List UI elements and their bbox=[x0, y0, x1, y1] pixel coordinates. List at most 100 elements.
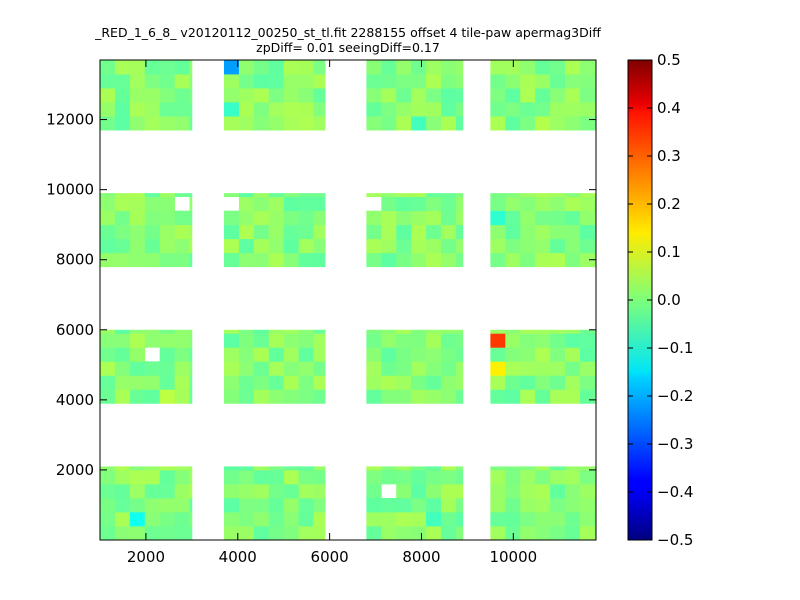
heatmap-cell bbox=[441, 116, 457, 131]
heatmap-cell bbox=[366, 389, 382, 404]
heatmap-cell bbox=[283, 361, 300, 376]
heatmap-cell bbox=[298, 196, 314, 212]
heatmap-cell bbox=[253, 469, 270, 485]
heatmap-cell bbox=[159, 102, 176, 117]
heatmap-cell bbox=[381, 361, 397, 376]
heatmap-cell bbox=[565, 252, 581, 268]
heatmap-cell bbox=[441, 210, 457, 226]
heatmap-cell bbox=[268, 102, 285, 117]
heatmap-cell bbox=[100, 196, 116, 212]
heatmap-cell bbox=[396, 347, 412, 362]
heatmap-cell bbox=[579, 116, 596, 131]
heatmap-cell bbox=[565, 497, 581, 513]
heatmap-cell bbox=[129, 329, 146, 334]
plot-frame bbox=[99, 59, 597, 541]
heatmap-cell bbox=[159, 483, 176, 499]
heatmap-cell bbox=[455, 483, 464, 499]
heatmap-cell bbox=[189, 88, 193, 103]
heatmap-cell bbox=[144, 483, 161, 499]
heatmap-cell bbox=[366, 116, 382, 131]
heatmap-cell bbox=[366, 210, 382, 226]
heatmap-cell bbox=[441, 88, 457, 103]
heatmap-cell bbox=[381, 196, 397, 212]
heatmap-cell bbox=[550, 329, 566, 334]
heatmap-cell bbox=[189, 238, 193, 254]
heatmap-cell bbox=[396, 375, 412, 390]
heatmap-cell bbox=[144, 497, 161, 513]
heatmap-cell bbox=[490, 347, 506, 362]
heatmap-cell bbox=[268, 252, 285, 268]
heatmap-cell bbox=[366, 74, 382, 89]
colorbar-tick-label: 0.2 bbox=[657, 195, 681, 213]
heatmap-cell bbox=[159, 252, 176, 268]
y-axis: 2000 4000 6000 8000 10000 12000 bbox=[46, 111, 596, 479]
heatmap-cell bbox=[381, 193, 397, 198]
heatmap-cell bbox=[505, 193, 521, 198]
heatmap-cell bbox=[520, 210, 536, 226]
heatmap-cell bbox=[298, 375, 314, 390]
heatmap-cell bbox=[579, 74, 596, 89]
heatmap-cell bbox=[579, 333, 596, 348]
heatmap-cell bbox=[520, 525, 536, 541]
colorbar-tick-label: 0.1 bbox=[657, 243, 681, 261]
heatmap-cell bbox=[455, 210, 464, 226]
heatmap-cell bbox=[283, 375, 300, 390]
heatmap-cell bbox=[535, 196, 551, 212]
heatmap-cell bbox=[144, 238, 161, 254]
heatmap-cell bbox=[455, 116, 464, 131]
heatmap-cell bbox=[313, 116, 326, 131]
heatmap-cell bbox=[283, 497, 300, 513]
heatmap-cell bbox=[224, 525, 240, 541]
heatmap-cell bbox=[144, 196, 161, 212]
heatmap-cell bbox=[129, 466, 146, 471]
heatmap-cell bbox=[100, 116, 116, 131]
heatmap-cell bbox=[283, 116, 300, 131]
heatmap-cell bbox=[366, 497, 382, 513]
heatmap-cell bbox=[144, 333, 161, 348]
heatmap-cell bbox=[129, 347, 146, 362]
colorbar-tick-label: −0.4 bbox=[657, 483, 693, 501]
heatmap-cell bbox=[505, 102, 521, 117]
heatmap-cell bbox=[253, 347, 270, 362]
heatmap-cell bbox=[144, 102, 161, 117]
heatmap-cell bbox=[114, 224, 131, 240]
heatmap-cell bbox=[283, 60, 300, 75]
heatmap-cell bbox=[100, 497, 116, 513]
heatmap-cell bbox=[298, 102, 314, 117]
heatmap-cell bbox=[535, 333, 551, 348]
heatmap-cell bbox=[396, 74, 412, 89]
heatmap-cell bbox=[426, 361, 442, 376]
heatmap-cell bbox=[535, 74, 551, 89]
heatmap-cell bbox=[283, 333, 300, 348]
heatmap-cell bbox=[396, 193, 412, 198]
heatmap-cell bbox=[381, 525, 397, 541]
heatmap-cell bbox=[129, 238, 146, 254]
heatmap-cell bbox=[366, 333, 382, 348]
heatmap-cell bbox=[490, 210, 506, 226]
heatmap-cell bbox=[381, 469, 397, 485]
heatmap-cell bbox=[174, 88, 190, 103]
heatmap-cell bbox=[174, 74, 190, 89]
heatmap-cell bbox=[441, 329, 457, 334]
heatmap-cell bbox=[174, 329, 190, 334]
heatmap-cell bbox=[579, 88, 596, 103]
heatmap-cell bbox=[490, 333, 506, 348]
heatmap-cell bbox=[253, 361, 270, 376]
heatmap-cell bbox=[189, 497, 193, 513]
heatmap-cell bbox=[144, 193, 161, 198]
heatmap-cell bbox=[455, 102, 464, 117]
heatmap-cell bbox=[411, 525, 427, 541]
heatmap-cell bbox=[441, 196, 457, 212]
heatmap-cell bbox=[224, 116, 240, 131]
heatmap-cell bbox=[283, 466, 300, 471]
colorbar-tick-label: −0.5 bbox=[657, 531, 693, 549]
heatmap-cell bbox=[159, 497, 176, 513]
heatmap-cell bbox=[550, 333, 566, 348]
heatmap-cell bbox=[100, 224, 116, 240]
x-tick-label: 2000 bbox=[127, 548, 165, 566]
heatmap-cell bbox=[298, 329, 314, 334]
heatmap-cell bbox=[174, 347, 190, 362]
heatmap-cell bbox=[565, 210, 581, 226]
heatmap-cell bbox=[535, 238, 551, 254]
heatmap-cell bbox=[283, 210, 300, 226]
